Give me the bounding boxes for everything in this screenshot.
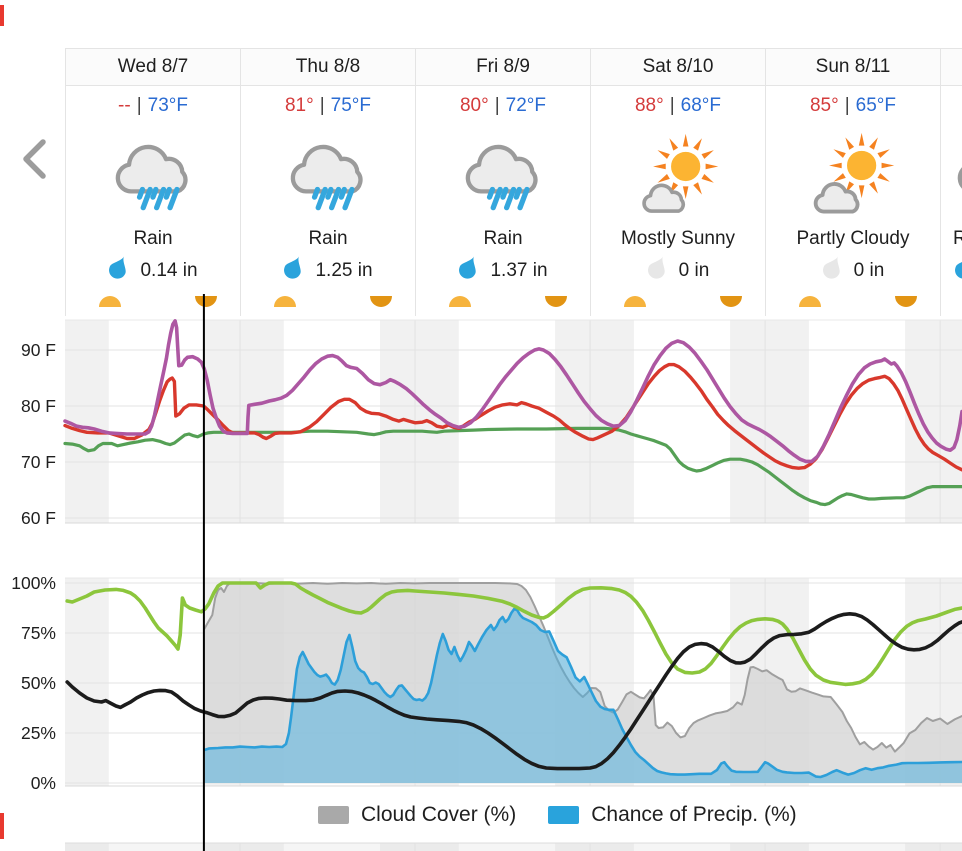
precip-amount: 1.25 in	[315, 259, 373, 281]
legend-item-chance-of-precip: Chance of Precip. (%)	[548, 803, 797, 827]
weather-partly-cloudy-icon	[766, 126, 940, 228]
sunrise-icon	[449, 296, 471, 307]
sun-row	[766, 287, 940, 316]
pct-axis-tick-25: 25%	[20, 723, 56, 743]
weather-rain-icon	[241, 126, 415, 228]
day-temps: 85° | 65°F	[766, 86, 940, 126]
day-label: Sat 8/10	[591, 49, 765, 86]
pct-axis-tick-0: 0%	[30, 773, 56, 793]
pct-axis-tick-75: 75%	[20, 623, 56, 643]
day-cell-wed[interactable]: Wed 8/7 -- | 73°F Rain 0.14 in	[65, 48, 240, 316]
lo-temp: 73°F	[147, 95, 188, 116]
raindrop-icon	[108, 254, 131, 287]
precip-row: 0 in	[766, 254, 940, 287]
day-cell-sun[interactable]: Sun 8/11 85° | 65°F Partly Cloudy 0 in	[765, 48, 940, 316]
legend-label: Cloud Cover (%)	[361, 803, 517, 826]
day-cell-next-partial[interactable]: Rain	[940, 48, 962, 316]
chevron-left-icon	[23, 139, 46, 179]
day-cell-thu[interactable]: Thu 8/8 81° | 75°F Rain 1.25 in	[240, 48, 415, 316]
temp-axis-tick-90: 90 F	[20, 340, 56, 360]
precip-amount: 0 in	[678, 259, 710, 281]
hi-temp: 81°	[284, 95, 314, 116]
lo-temp: 75°F	[330, 95, 371, 116]
condition-label: Partly Cloudy	[796, 228, 910, 249]
hi-temp: 85°	[809, 95, 839, 116]
raindrop-icon	[822, 254, 845, 287]
precip-row	[941, 254, 962, 287]
sun-row	[241, 287, 415, 316]
weather-mostly-sunny-icon	[591, 126, 765, 228]
sunrise-icon	[799, 296, 821, 307]
day-temps: 81° | 75°F	[241, 86, 415, 126]
condition-label: Rain	[133, 228, 173, 249]
pct-axis-tick-100: 100%	[11, 573, 56, 593]
temp-axis-tick-60: 60 F	[20, 508, 56, 528]
precip-row: 1.25 in	[241, 254, 415, 287]
temp-separator: |	[669, 95, 675, 116]
day-label: Thu 8/8	[241, 49, 415, 86]
previous-days-button[interactable]	[18, 136, 52, 182]
temp-axis-tick-80: 80 F	[20, 396, 56, 416]
condition-label: Rain	[483, 228, 523, 249]
temp-separator: |	[136, 95, 142, 116]
sunset-icon	[545, 296, 567, 307]
temp-separator: |	[494, 95, 500, 116]
day-temps: 88° | 68°F	[591, 86, 765, 126]
precip-row: 0.14 in	[66, 254, 240, 287]
sunset-icon	[195, 296, 217, 307]
red-edge-marker-bottom	[0, 813, 4, 839]
day-cell-sat[interactable]: Sat 8/10 88° | 68°F Mostly Sunny 0 in	[590, 48, 765, 316]
day-temps: -- | 73°F	[66, 86, 240, 126]
condition-label: Rain	[953, 228, 962, 249]
weather-rain-icon	[66, 126, 240, 228]
sun-row	[416, 287, 590, 316]
day-label: Wed 8/7	[66, 49, 240, 86]
sun-row	[66, 287, 240, 316]
precip-row: 0 in	[591, 254, 765, 287]
hi-temp: 88°	[634, 95, 664, 116]
hi-temp: 80°	[459, 95, 489, 116]
precip-amount: 1.37 in	[490, 259, 548, 281]
condition-label: Mostly Sunny	[620, 228, 736, 249]
day-label: Fri 8/9	[416, 49, 590, 86]
sun-row	[591, 287, 765, 316]
red-edge-marker-top	[0, 5, 4, 26]
raindrop-icon	[954, 254, 962, 287]
precip-amount: 0.14 in	[140, 259, 198, 281]
raindrop-icon	[458, 254, 481, 287]
raindrop-icon	[283, 254, 306, 287]
pct-axis-tick-50: 50%	[20, 673, 56, 693]
sunrise-icon	[274, 296, 296, 307]
legend-item-cloud-cover: Cloud Cover (%)	[318, 803, 516, 827]
day-label	[941, 49, 962, 86]
condition-label: Rain	[308, 228, 348, 249]
weather-rain-icon	[941, 126, 962, 228]
precip-row: 1.37 in	[416, 254, 590, 287]
chance-of-precip-swatch	[548, 806, 580, 824]
lo-temp: 72°F	[505, 95, 546, 116]
raindrop-icon	[647, 254, 670, 287]
lo-temp: 65°F	[855, 95, 896, 116]
hi-temp: --	[118, 95, 131, 116]
cloud-cover-swatch	[318, 806, 349, 824]
weather-rain-icon	[416, 126, 590, 228]
day-label: Sun 8/11	[766, 49, 940, 86]
sunrise-icon	[99, 296, 121, 307]
lo-temp: 68°F	[680, 95, 721, 116]
sunset-icon	[720, 296, 742, 307]
precip-amount: 0 in	[853, 259, 885, 281]
legend-label: Chance of Precip. (%)	[591, 803, 797, 826]
sunrise-icon	[624, 296, 646, 307]
temp-axis-tick-70: 70 F	[20, 452, 56, 472]
chart-legend: Cloud Cover (%) Chance of Precip. (%)	[318, 803, 797, 827]
temp-separator: |	[844, 95, 850, 116]
sunset-icon	[895, 296, 917, 307]
sunset-icon	[370, 296, 392, 307]
day-cell-fri[interactable]: Fri 8/9 80° | 72°F Rain 1.37 in	[415, 48, 590, 316]
temp-separator: |	[319, 95, 325, 116]
day-temps: 80° | 72°F	[416, 86, 590, 126]
